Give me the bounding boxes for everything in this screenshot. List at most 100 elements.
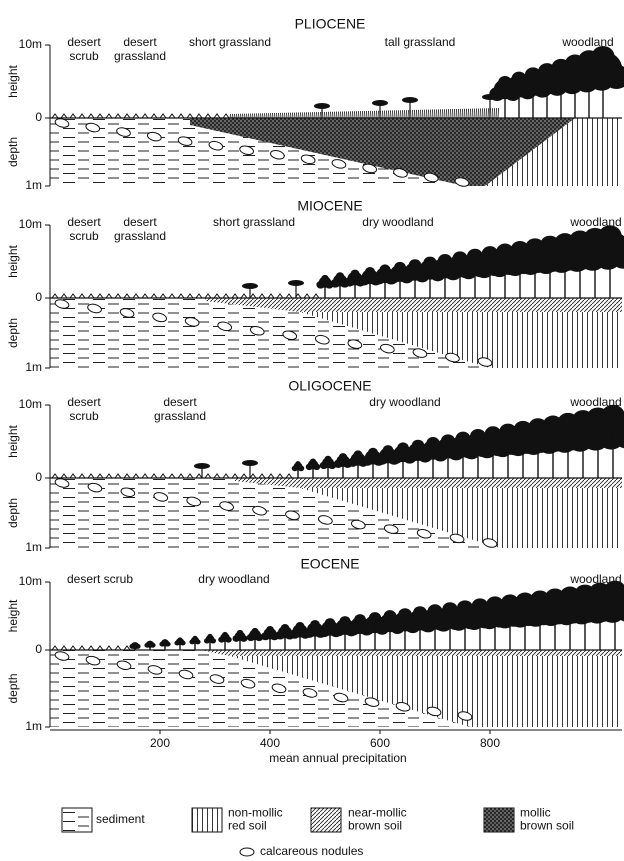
grass [466, 109, 467, 118]
grass [296, 113, 297, 118]
tree-crown [275, 631, 285, 640]
grass [362, 111, 363, 118]
grass [308, 112, 309, 118]
grass [448, 109, 449, 118]
tree-crown [358, 275, 370, 285]
grass [324, 112, 325, 118]
tree-crown [290, 629, 300, 638]
grass [232, 114, 233, 118]
vegetation-label: desert [163, 395, 197, 409]
grass [268, 113, 269, 118]
grass [274, 113, 275, 118]
tree-crown [304, 628, 315, 638]
page: PLIOCENE10m01mheightdepthdesertscrubdese… [0, 0, 624, 861]
tree-crown [242, 283, 258, 289]
tree-crown [240, 635, 247, 642]
vegetation-label: desert [67, 215, 101, 229]
panel-title: EOCENE [300, 556, 359, 572]
grass [282, 113, 283, 118]
grass [300, 112, 301, 118]
grass [454, 109, 455, 118]
tree-crown [193, 636, 198, 640]
height-label: height [6, 64, 20, 97]
tree-crown [233, 635, 240, 642]
tree-crown [330, 279, 340, 288]
height-label: height [6, 599, 20, 632]
tree-crown [368, 448, 378, 457]
tree-crown [390, 452, 403, 464]
vegetation-label: dry woodland [198, 572, 269, 586]
grass [442, 109, 443, 118]
grass [470, 109, 471, 118]
tree-crown [298, 466, 304, 472]
grass [298, 112, 299, 118]
tree-crown [415, 267, 430, 281]
y-label: 0 [35, 470, 42, 484]
x-tick-label: 800 [480, 736, 500, 750]
grass [436, 109, 437, 118]
grass [242, 114, 243, 118]
vegetation-label: desert [67, 395, 101, 409]
x-tick-label: 200 [150, 736, 170, 750]
tree-crown [194, 463, 210, 469]
grass [244, 114, 245, 118]
tree-crown [576, 65, 603, 89]
tree-crown [583, 244, 610, 268]
grass [310, 112, 311, 118]
vegetation-label: scrub [69, 49, 99, 63]
tree-crown [163, 639, 168, 643]
grass [280, 113, 281, 118]
vegetation-label: scrub [69, 229, 99, 243]
tree-crown [589, 599, 615, 622]
legend-swatch [62, 808, 92, 832]
grass [468, 109, 469, 118]
vegetation-label: tall grassland [385, 35, 456, 49]
vegetation-label: scrub [69, 409, 99, 423]
tree-crown [237, 630, 243, 636]
legend: sedimentnon-mollicred soilnear-mollicbro… [62, 806, 574, 859]
grass [254, 113, 255, 118]
grass [256, 113, 257, 118]
tree-crown [316, 281, 325, 289]
depth-label: depth [6, 318, 20, 348]
grass [474, 109, 475, 118]
grass [342, 112, 343, 118]
grass [462, 109, 463, 118]
tree-crown [404, 618, 420, 633]
grass [446, 109, 447, 118]
grass [266, 113, 267, 118]
tree-crown [296, 622, 305, 630]
grass [246, 114, 247, 118]
grass [284, 113, 285, 118]
grass [334, 112, 335, 118]
grass [316, 112, 317, 118]
grass [350, 111, 351, 118]
legend-swatch [192, 808, 222, 832]
tree-crown [598, 225, 621, 246]
grass [326, 112, 327, 118]
grass [406, 110, 407, 118]
grass [248, 114, 249, 118]
grass [384, 111, 385, 118]
vegetation-label: desert [123, 35, 157, 49]
tree-crown [266, 626, 274, 633]
grass [376, 111, 377, 118]
grass [352, 111, 353, 118]
grass [302, 112, 303, 118]
panel-title: MIOCENE [297, 198, 362, 214]
grass [426, 110, 427, 118]
grass [440, 109, 441, 118]
grass [494, 108, 495, 118]
tree-crown [306, 464, 313, 471]
grass [252, 114, 253, 118]
grass [336, 112, 337, 118]
x-tick-label: 600 [370, 736, 390, 750]
grass [460, 109, 461, 118]
grass [264, 113, 265, 118]
grass [262, 113, 263, 118]
tree-crown [376, 454, 388, 465]
y-label: 1m [25, 360, 42, 374]
grass [482, 108, 483, 118]
legend-label: mollic [520, 806, 551, 820]
y-label: 10m [19, 574, 42, 588]
